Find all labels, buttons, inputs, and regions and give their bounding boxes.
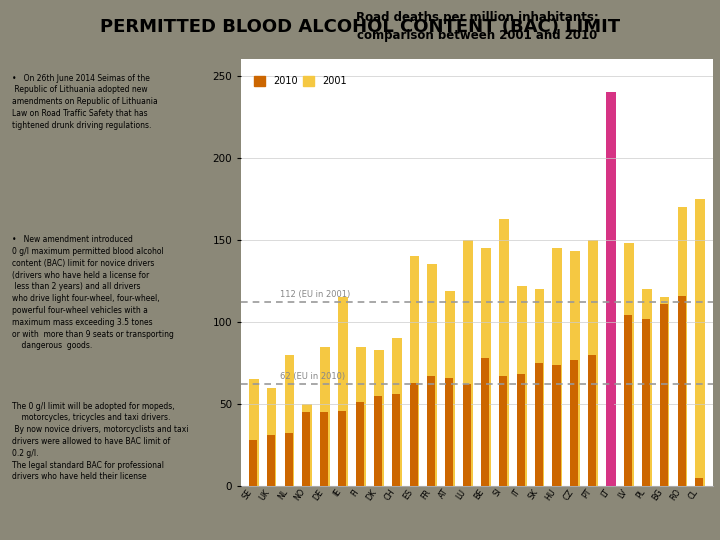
Bar [696, 199, 705, 486]
Bar [624, 243, 634, 486]
Bar [266, 388, 276, 486]
Legend: 2010, 2001: 2010, 2001 [251, 73, 350, 89]
Bar [463, 240, 473, 486]
Bar [588, 355, 596, 486]
Bar [570, 360, 578, 486]
Bar [535, 363, 543, 486]
Bar [499, 219, 509, 486]
Bar [392, 394, 400, 486]
Bar [535, 289, 544, 486]
Bar [660, 304, 667, 486]
Bar [284, 355, 294, 486]
Bar [678, 207, 688, 486]
Bar [481, 248, 491, 486]
Bar [338, 298, 348, 486]
Bar [428, 265, 437, 486]
Bar [642, 289, 652, 486]
Bar [606, 333, 614, 486]
Bar [552, 248, 562, 486]
Bar [356, 347, 366, 486]
Bar [481, 358, 489, 486]
Bar [266, 435, 275, 486]
Text: Road deaths per million inhabitants:
comparison between 2001 and 2010: Road deaths per million inhabitants: com… [356, 11, 598, 42]
Bar [410, 383, 418, 486]
Bar [517, 286, 526, 486]
Bar [338, 410, 346, 486]
Bar [696, 478, 703, 486]
Bar [517, 374, 525, 486]
Bar [392, 339, 402, 486]
Bar [606, 92, 616, 486]
Bar [374, 396, 382, 486]
Bar [624, 315, 632, 486]
Text: PERMITTED BLOOD ALCOHOL CONTENT (BAC) LIMIT: PERMITTED BLOOD ALCOHOL CONTENT (BAC) LI… [100, 18, 620, 36]
Bar [374, 350, 384, 486]
Bar [552, 364, 560, 486]
Bar [445, 377, 454, 486]
Bar [302, 404, 312, 486]
Bar [428, 376, 436, 486]
Bar [445, 291, 455, 486]
Bar [642, 319, 650, 486]
Bar [249, 440, 257, 486]
Text: 62 (EU in 2010): 62 (EU in 2010) [281, 372, 346, 381]
Text: The 0 g/l limit will be adopted for mopeds,
    motorcycles, tricycles and taxi : The 0 g/l limit will be adopted for mope… [12, 402, 188, 481]
Text: •   On 26th June 2014 Seimas of the
 Republic of Lithuania adopted new
amendment: • On 26th June 2014 Seimas of the Republ… [12, 73, 158, 130]
Bar [320, 347, 330, 486]
Bar [284, 434, 292, 486]
Bar [570, 252, 580, 486]
Bar [302, 412, 310, 486]
Bar [499, 376, 507, 486]
Text: •   New amendment introduced
0 g/l maximum permitted blood alcohol
content (BAC): • New amendment introduced 0 g/l maximum… [12, 235, 174, 350]
Bar [356, 402, 364, 486]
Bar [410, 256, 419, 486]
Bar [463, 384, 471, 486]
Bar [678, 296, 685, 486]
Text: 112 (EU in 2001): 112 (EU in 2001) [281, 290, 351, 299]
Bar [660, 298, 670, 486]
Bar [320, 412, 328, 486]
Bar [588, 240, 598, 486]
Bar [249, 379, 258, 486]
